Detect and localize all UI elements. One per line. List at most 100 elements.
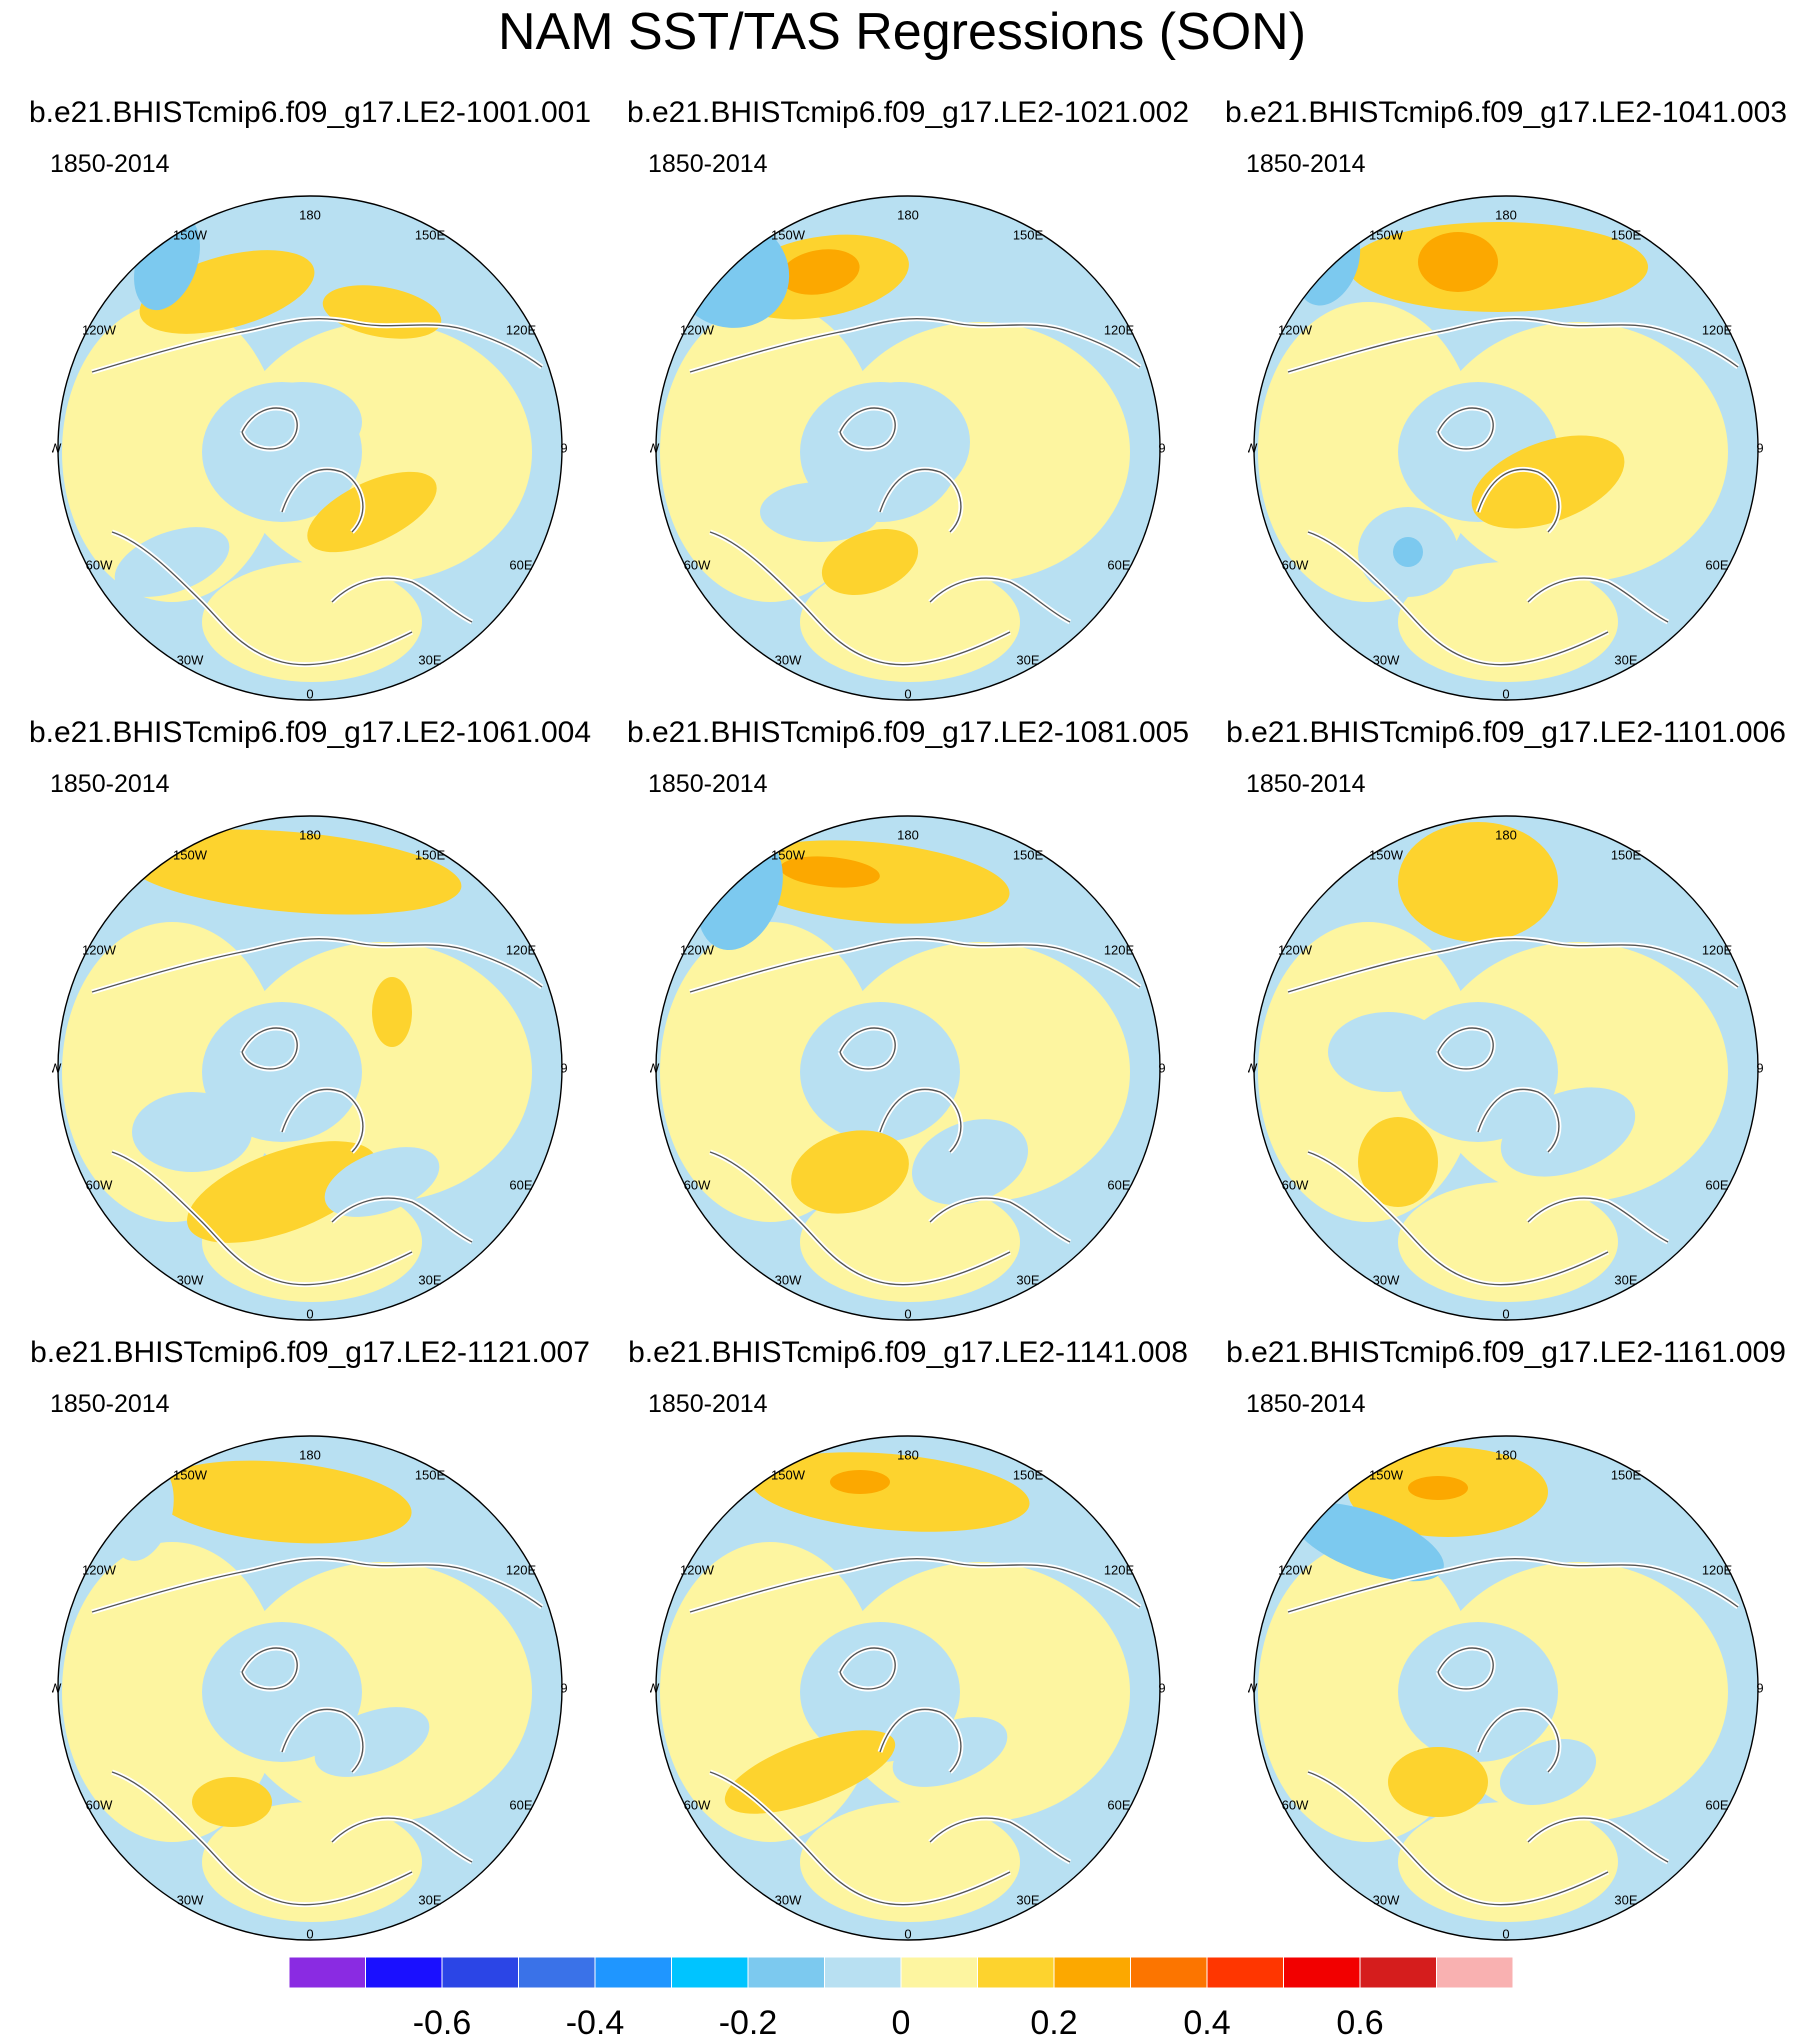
coastline [689,317,1141,373]
map-panel: b.e21.BHISTcmip6.f09_g17.LE2-1001.001 185… [10,96,610,716]
coastline [331,1197,473,1243]
anomaly-region [132,1092,252,1172]
longitude-label: 30W [177,1892,204,1907]
colorbar-box [1359,1956,1437,1989]
longitude-label: 120E [1702,1562,1733,1577]
longitude-label: 150E [415,1467,446,1482]
longitude-label: 90W [650,1680,660,1695]
coastline [281,1708,364,1773]
longitude-label: 60W [86,1797,113,1812]
polar-map: 180 150E 120E 90E 60E 30E 0 30W 60W 90W 120W 150W [650,195,1166,701]
anomaly-region [724,1730,896,1814]
anomaly-region [780,856,880,888]
coastline [111,1151,413,1286]
colorbar-box [671,1956,749,1989]
longitude-label: 0 [306,1306,313,1321]
coastline [331,1817,473,1863]
longitude-label: 120W [82,322,117,337]
longitude-label: 60W [684,557,711,572]
longitude-label: 90W [52,1680,62,1695]
colorbar-box [977,1956,1055,1989]
map-boundary [655,815,1161,1321]
longitude-label: 0 [904,1306,911,1321]
longitude-label: 180 [1495,1447,1517,1462]
anomaly-region [307,471,437,553]
anomaly-region [800,1002,960,1142]
coastline [241,407,298,450]
colorbar-tick-label: 0.6 [1336,2004,1383,2042]
longitude-label: 90E [1756,440,1764,455]
longitude-label: 30W [177,652,204,667]
longitude-label: 30W [775,652,802,667]
longitude-label: 120W [680,322,715,337]
panel-period: 1850-2014 [50,150,170,178]
anomaly-region [192,1777,272,1827]
anomaly-region [830,1470,890,1494]
longitude-label: 120E [1104,942,1135,957]
polar-map: 180 150E 120E 90E 60E 30E 0 30W 60W 90W 120W 150W [650,815,1166,1321]
coastline [1307,1151,1609,1286]
coastline [1437,1647,1494,1690]
longitude-label: 30W [1373,1892,1400,1907]
longitude-label: 120E [1702,942,1733,957]
coastline [929,577,1071,623]
coastline [111,531,413,666]
colorbar-box [518,1956,596,1989]
map-panel: b.e21.BHISTcmip6.f09_g17.LE2-1141.008 185… [608,1336,1208,1956]
polar-map: 180 150E 120E 90E 60E 30E 0 30W 60W 90W 120W 150W [1248,1435,1764,1941]
colorbar-box [824,1956,902,1989]
longitude-label: 30E [418,1272,441,1287]
longitude-label: 120E [506,322,537,337]
panel-period: 1850-2014 [648,1390,768,1418]
longitude-label: 180 [299,827,321,842]
map-boundary [57,1435,563,1941]
colorbar-box [1206,1956,1284,1989]
anomaly-region [372,977,412,1047]
longitude-label: 150E [1013,1467,1044,1482]
longitude-label: 60E [509,557,532,572]
longitude-label: 90E [560,1680,568,1695]
longitude-label: 150W [173,1467,208,1482]
panel-title: b.e21.BHISTcmip6.f09_g17.LE2-1161.009 [1226,1336,1786,1369]
coastline [709,531,1011,666]
anomaly-region [760,482,880,542]
coastline [1437,1027,1494,1070]
map-panel: b.e21.BHISTcmip6.f09_g17.LE2-1041.003 185… [1206,96,1804,716]
anomaly-region [1358,1117,1438,1207]
polar-map: 180 150E 120E 90E 60E 30E 0 30W 60W 90W 120W 150W [1248,195,1764,701]
coastline [1477,1088,1560,1153]
coastline [1527,1817,1669,1863]
anomaly-region [1388,1747,1488,1817]
anomaly-region [911,1119,1029,1205]
anomaly-region [202,1622,362,1762]
polar-map: 180 150E 120E 90E 60E 30E 0 30W 60W 90W 120W 150W [52,195,568,701]
map-panel: b.e21.BHISTcmip6.f09_g17.LE2-1081.005 185… [608,716,1208,1336]
colorbar-box [747,1956,825,1989]
longitude-label: 30E [1614,652,1637,667]
longitude-label: 60W [684,1177,711,1192]
map-boundary [655,195,1161,701]
longitude-label: 150E [1611,227,1642,242]
longitude-label: 150W [1369,1467,1404,1482]
panel-period: 1850-2014 [50,770,170,798]
longitude-label: 150E [415,227,446,242]
anomaly-region [791,1130,909,1214]
longitude-label: 150W [771,227,806,242]
panel-title: b.e21.BHISTcmip6.f09_g17.LE2-1001.001 [28,96,592,129]
anomaly-region [892,1717,1008,1787]
map-panel: b.e21.BHISTcmip6.f09_g17.LE2-1101.006 185… [1206,716,1804,1336]
longitude-label: 0 [306,1926,313,1941]
coastline [879,1708,962,1773]
longitude-label: 30E [418,652,441,667]
longitude-label: 180 [897,1447,919,1462]
map-panel: b.e21.BHISTcmip6.f09_g17.LE2-1121.007 185… [10,1336,610,1956]
anomaly-region [1500,1087,1636,1177]
longitude-label: 150W [173,227,208,242]
panel-title: b.e21.BHISTcmip6.f09_g17.LE2-1141.008 [628,1336,1188,1369]
colorbar-box [1283,1956,1361,1989]
longitude-label: 0 [904,686,911,701]
anomaly-region [242,382,362,462]
longitude-label: 0 [1502,1926,1509,1941]
coastline [709,1771,1011,1906]
longitude-label: 60E [1107,1797,1130,1812]
